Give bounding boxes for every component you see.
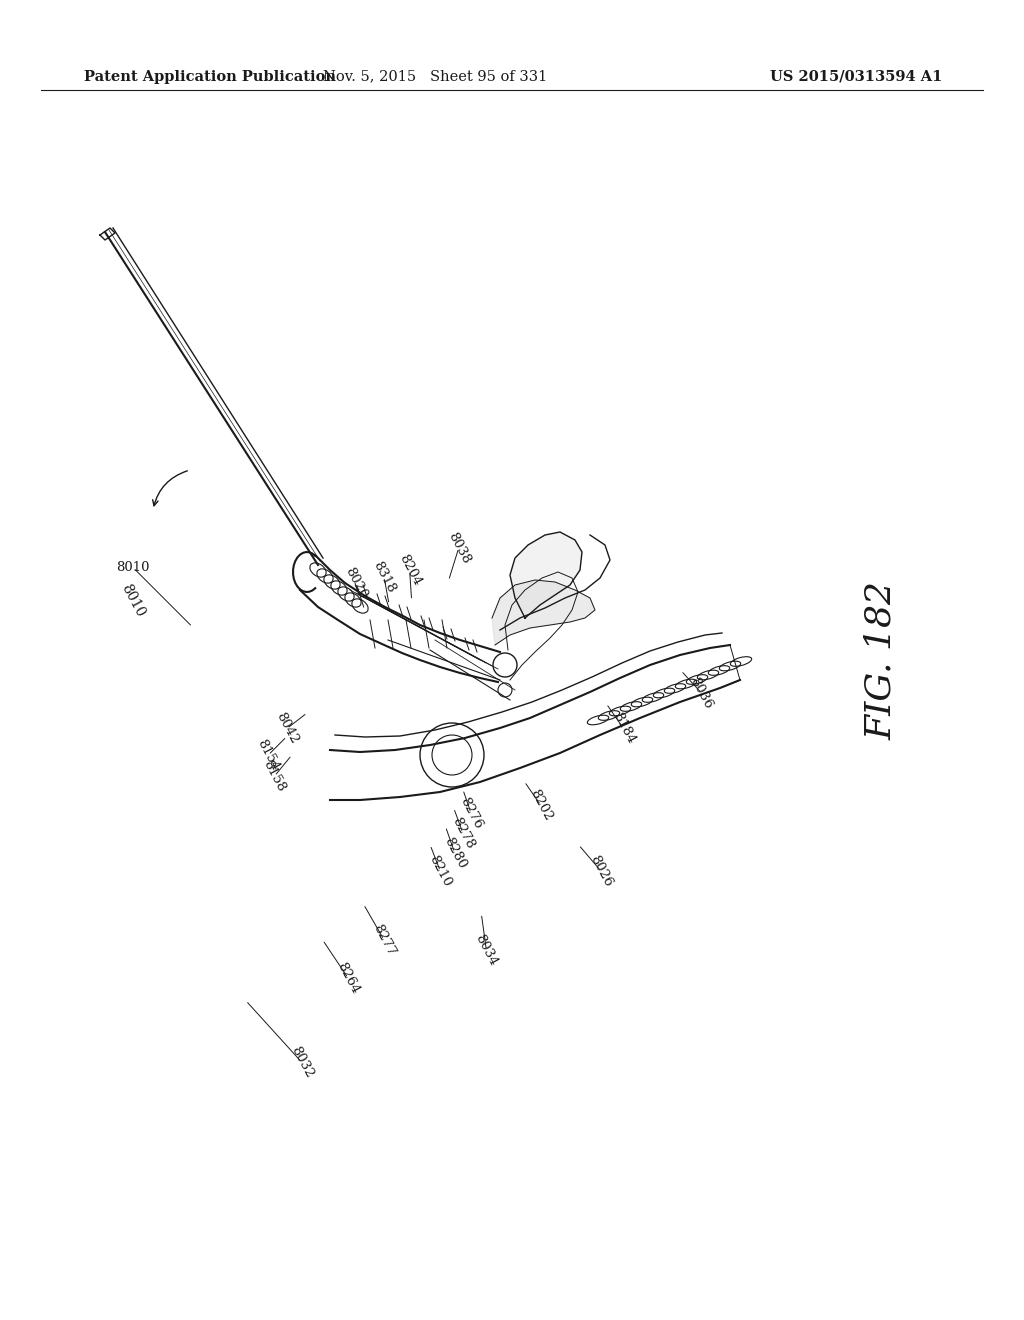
Text: FIG. 182: FIG. 182	[863, 581, 898, 739]
Text: Nov. 5, 2015   Sheet 95 of 331: Nov. 5, 2015 Sheet 95 of 331	[324, 70, 547, 83]
Text: 8202: 8202	[527, 787, 554, 824]
Text: 8154: 8154	[255, 737, 282, 774]
Text: 8278: 8278	[450, 814, 476, 851]
Polygon shape	[492, 579, 595, 645]
Text: 8032: 8032	[289, 1044, 315, 1081]
Text: 8204: 8204	[396, 552, 423, 589]
Text: Patent Application Publication: Patent Application Publication	[84, 70, 336, 83]
Text: 8038: 8038	[445, 529, 472, 566]
Text: 8277: 8277	[371, 921, 397, 958]
Text: 8264: 8264	[335, 960, 361, 997]
Polygon shape	[510, 532, 582, 618]
Text: 8036: 8036	[688, 675, 715, 711]
Text: 8034: 8034	[473, 932, 500, 969]
Text: 8184: 8184	[610, 710, 637, 747]
Text: 8026: 8026	[588, 853, 614, 890]
Text: 8318: 8318	[371, 558, 397, 595]
Text: 8010: 8010	[119, 582, 147, 619]
Text: 8276: 8276	[458, 795, 484, 832]
Text: 8158: 8158	[261, 758, 288, 795]
Text: 8042: 8042	[273, 710, 300, 747]
Text: 8010: 8010	[117, 561, 150, 574]
Text: 8210: 8210	[427, 853, 454, 890]
Text: US 2015/0313594 A1: US 2015/0313594 A1	[770, 70, 942, 83]
Text: 8280: 8280	[441, 834, 468, 871]
Text: 8020: 8020	[343, 565, 370, 602]
